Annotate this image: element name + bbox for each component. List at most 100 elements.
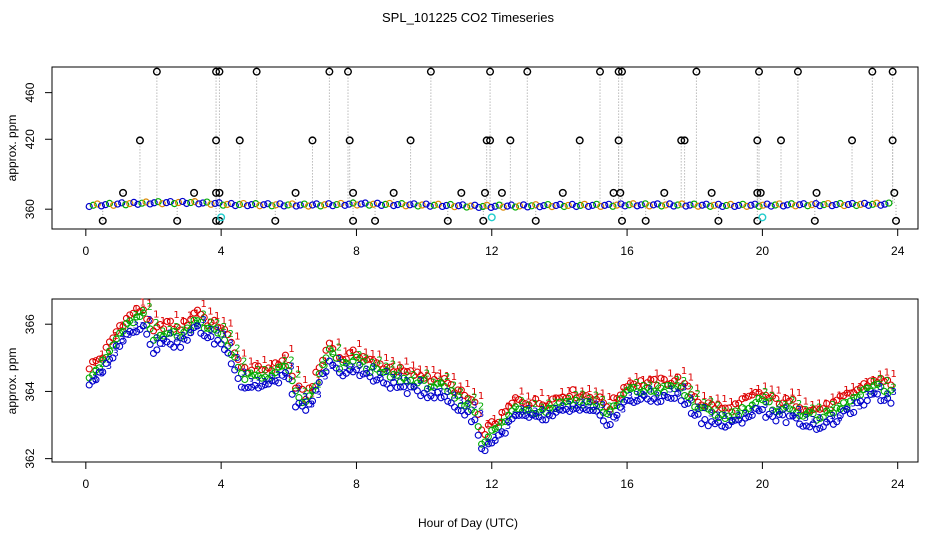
top-baseline-point bbox=[856, 200, 865, 209]
bottom-series-3-point bbox=[718, 422, 726, 430]
top-baseline-point bbox=[808, 201, 816, 209]
bottom-series-3-point bbox=[748, 411, 756, 419]
bottom-series-1-label: 1 bbox=[850, 382, 856, 393]
top-outlier_low_350-point bbox=[618, 216, 627, 225]
bottom-series-3-point bbox=[423, 394, 432, 402]
bottom-series-1-label: 1 bbox=[789, 387, 795, 398]
bottom-series-1-point bbox=[231, 349, 239, 357]
bottom-series-3-point bbox=[258, 382, 266, 390]
bottom-series-1-point bbox=[349, 346, 357, 354]
top-baseline-point bbox=[674, 201, 682, 209]
bottom-series-1-label: 1 bbox=[356, 339, 362, 350]
bottom-series-3-point bbox=[758, 405, 766, 414]
bottom-series-3-label: 3 bbox=[167, 328, 173, 339]
bottom-series-3-point bbox=[484, 440, 492, 448]
top-baseline-point bbox=[800, 200, 808, 208]
bottom-series-3-point bbox=[302, 406, 310, 414]
bottom-series-2-point bbox=[346, 362, 354, 370]
bottom-series-3-point bbox=[352, 366, 361, 374]
bottom-series-2-label: 2 bbox=[173, 322, 179, 333]
top-baseline-point bbox=[747, 201, 755, 209]
bottom-series-2-label: 2 bbox=[282, 356, 288, 367]
bottom-series-3-point bbox=[816, 424, 824, 432]
bottom-series-3-label: 3 bbox=[559, 401, 565, 412]
bottom-series-3-label: 3 bbox=[275, 370, 281, 381]
bottom-series-3-point bbox=[393, 383, 401, 392]
bottom-series-2-label: 2 bbox=[721, 407, 727, 418]
bottom-series-2-label: 2 bbox=[329, 347, 335, 358]
bottom-series-1-point bbox=[816, 405, 824, 413]
bottom-series-1-label: 1 bbox=[505, 401, 511, 412]
bottom-series-3-point bbox=[386, 384, 394, 392]
bottom-series-3-point bbox=[684, 399, 692, 407]
bottom-series-3-label: 3 bbox=[200, 315, 206, 326]
top-baseline-point bbox=[130, 198, 138, 207]
top-baseline-point bbox=[625, 201, 633, 209]
top-baseline-point bbox=[731, 202, 739, 211]
bottom-series-3-label: 3 bbox=[715, 411, 721, 422]
top-baseline-point bbox=[329, 202, 337, 210]
bottom-series-2-label: 2 bbox=[539, 403, 545, 414]
top-xtick-label: 0 bbox=[82, 244, 89, 258]
bottom-series-3-point bbox=[383, 380, 391, 388]
top-baseline-point bbox=[398, 200, 406, 208]
bottom-series-1-point bbox=[843, 389, 851, 397]
bottom-series-2-label: 2 bbox=[809, 403, 815, 414]
top-baseline-point bbox=[690, 200, 698, 208]
top-outlier_high_419-point bbox=[212, 136, 221, 145]
bottom-series-1-label: 1 bbox=[566, 386, 572, 397]
bottom-series-3-label: 3 bbox=[850, 399, 856, 410]
bottom-series-1-label: 1 bbox=[397, 361, 403, 372]
top-outlier_mid_374-point bbox=[660, 188, 669, 197]
bottom-series-3-point bbox=[315, 378, 323, 386]
bottom-series-1-point bbox=[812, 405, 821, 413]
bottom-series-1-label: 1 bbox=[234, 331, 240, 342]
bottom-series-3-label: 3 bbox=[464, 400, 470, 411]
bottom-series-2-label: 2 bbox=[701, 398, 707, 409]
bottom-series-3-point bbox=[884, 394, 892, 402]
top-baseline-point bbox=[109, 201, 118, 209]
bottom-series-1-point bbox=[440, 375, 448, 383]
top-baseline-point bbox=[739, 200, 747, 208]
top-baseline-point bbox=[162, 199, 170, 207]
bottom-ylabel: approx. ppm bbox=[5, 348, 19, 415]
bottom-series-1-label: 1 bbox=[160, 316, 166, 327]
top-baseline-point bbox=[178, 197, 187, 206]
bottom-series-2-point bbox=[146, 325, 154, 333]
top-outlier_high_478-point bbox=[215, 67, 224, 76]
bottom-series-3-label: 3 bbox=[694, 402, 700, 413]
top-baseline-point bbox=[560, 202, 568, 211]
bottom-series-1-point bbox=[836, 392, 844, 400]
top-baseline-point bbox=[828, 202, 836, 210]
bottom-series-2-label: 2 bbox=[735, 409, 741, 420]
bottom-series-1-point bbox=[109, 334, 117, 342]
top-baseline-point bbox=[743, 202, 751, 210]
bottom-series-1-point bbox=[846, 389, 854, 397]
top-baseline-point bbox=[584, 202, 593, 211]
top-baseline-point bbox=[288, 200, 296, 208]
bottom-series-2-point bbox=[657, 384, 665, 392]
bottom-series-2-point bbox=[829, 409, 837, 417]
bottom-series-3-label: 3 bbox=[620, 404, 626, 415]
bottom-series-1-point bbox=[518, 398, 526, 406]
top-outlier_mid_374-point bbox=[349, 188, 358, 197]
bottom-series-1-label: 1 bbox=[627, 377, 633, 388]
bottom-series-2-point bbox=[562, 398, 570, 406]
bottom-series-1-point bbox=[609, 394, 618, 402]
bottom-series-1-label: 1 bbox=[816, 399, 822, 410]
bottom-series-3-point bbox=[359, 370, 367, 378]
top-outlier_high_419-point bbox=[308, 136, 317, 145]
bottom-series-2-label: 2 bbox=[789, 396, 795, 407]
bottom-series-1-label: 1 bbox=[370, 349, 376, 360]
top-baseline-point bbox=[166, 197, 174, 206]
bottom-series-1-label: 1 bbox=[701, 391, 707, 402]
bottom-series-3-point bbox=[867, 390, 875, 398]
bottom-panel: approx. ppm Hour of Day (UTC) 0 4 8 12 16 20 2… bbox=[5, 297, 919, 530]
bottom-series-1-label: 1 bbox=[424, 365, 430, 376]
bottom-series-3-point bbox=[711, 420, 719, 428]
top-baseline-point bbox=[231, 202, 239, 210]
bottom-series-1-point bbox=[92, 357, 100, 365]
bottom-series-1-label: 1 bbox=[430, 365, 436, 376]
bottom-series-3-point bbox=[799, 422, 807, 430]
